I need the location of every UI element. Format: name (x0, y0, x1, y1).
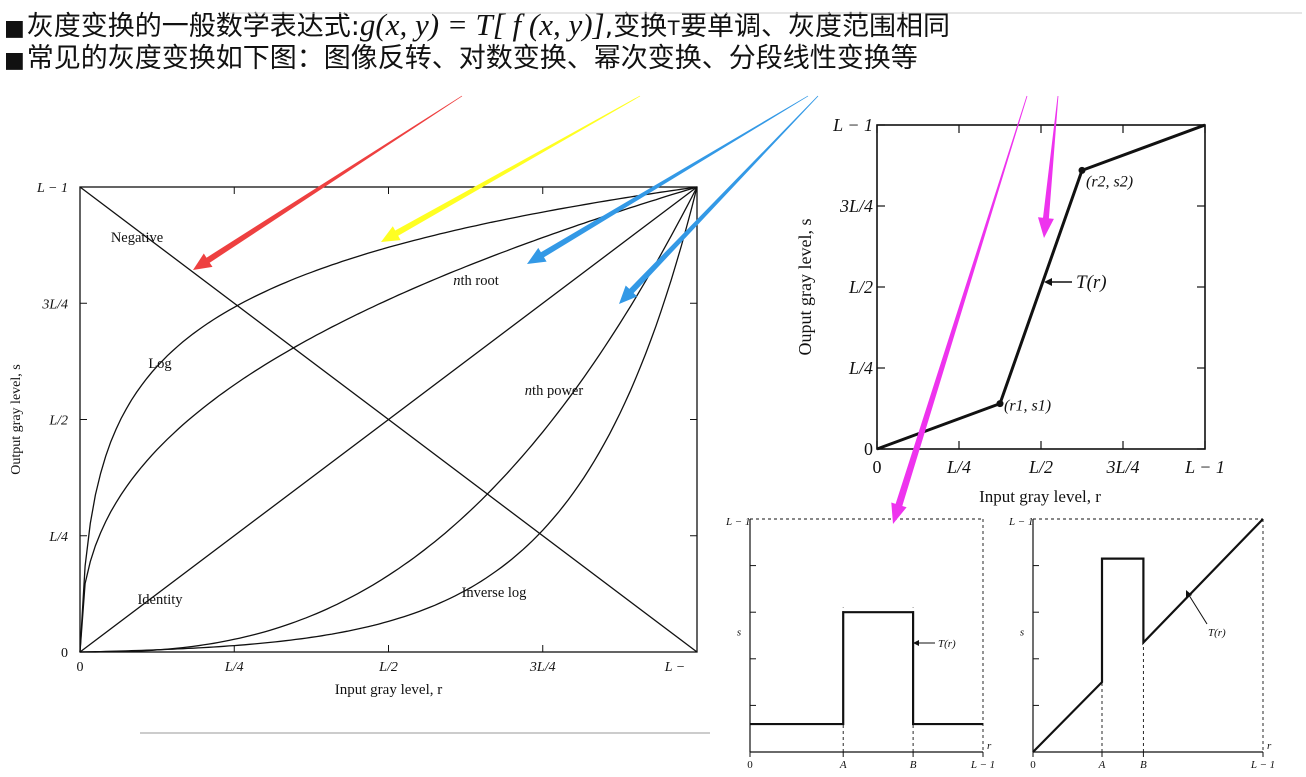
series-line-nth-power (80, 186, 698, 653)
x-axis-label: r (987, 740, 992, 752)
x-tick-label: L − 1 (1250, 759, 1275, 771)
chart-gray-slice-1: 0 A B L − 1 L − 1 s r T(r) (725, 516, 995, 771)
chart-gray-slice-2: 0 A B L − 1 L − 1 s r T(r) (1008, 516, 1275, 771)
series-label: nth root (453, 273, 499, 289)
tr-pointer-line (1186, 591, 1208, 625)
x-tick-label: L/4 (946, 457, 971, 477)
y-axis-label: Output gray level, s (9, 364, 24, 474)
series-line-inverse-log (79, 186, 698, 653)
annotation-r2-s2: (r2, s2) (1086, 173, 1133, 190)
bullet-square: ■ (4, 16, 25, 41)
point-r1-s1 (996, 400, 1004, 408)
x-tick-label: 0 (1030, 759, 1036, 771)
x-tick-label: 0 (873, 457, 882, 477)
series-label: Negative (111, 230, 163, 246)
x-tick-label: 3L/4 (529, 660, 556, 675)
x-tick-label: B (1140, 759, 1147, 771)
series-label: Log (148, 356, 171, 372)
x-tick-label: L − 1 (970, 759, 995, 771)
series-line-identity (79, 186, 698, 653)
header-line-1: ■灰度变换的一般数学表达式:g(x, y) = T[ f (x, y)],变换T… (4, 8, 950, 46)
x-tick-label: L/2 (1028, 457, 1053, 477)
y-axis-label: Ouput gray level, s (795, 219, 815, 356)
y-axis-label: s (1020, 627, 1024, 639)
x-tick-label: B (910, 759, 917, 771)
x-axis-label: Input gray level, r (335, 682, 442, 698)
tr-pointer-head (1186, 590, 1192, 598)
y-tick-label: L/4 (48, 530, 68, 545)
line2-text: 常见的灰度变换如下图：图像反转、对数变换、幂次变换、分段线性变换等 (26, 43, 918, 74)
x-tick-label: A (1098, 759, 1106, 771)
series-line-t-r (750, 611, 983, 726)
tr-pointer-head (1044, 278, 1052, 286)
line1-sep: , (604, 11, 614, 42)
y-tick-label: L − 1 (725, 516, 750, 528)
annotation-r1-s1: (r1, s1) (1004, 398, 1051, 415)
series-line-nth-root (79, 186, 698, 653)
series-line-t-r (876, 123, 1206, 451)
header-line-2: ■常见的灰度变换如下图：图像反转、对数变换、幂次变换、分段线性变换等 (4, 42, 918, 78)
arrow-yellow-log (381, 95, 641, 242)
x-tick-label: L − (664, 660, 685, 675)
chart-left-transforms: 0 L/4 L/2 3L/4 L − 0 L/4 L/2 3L/4 L − 1 Input gray… (9, 181, 698, 698)
line1-suffix: 要单调、灰度范围相同 (680, 11, 951, 42)
annotation-arrows (193, 95, 1059, 525)
x-tick-label: L/2 (378, 660, 398, 675)
tr-label: T(r) (1076, 272, 1107, 293)
x-tick-label: L/4 (224, 660, 244, 675)
tr-label: T(r) (1208, 627, 1226, 639)
x-tick-label: A (839, 759, 847, 771)
arrow-magenta-right (1038, 96, 1059, 238)
series-line-t-r (1032, 518, 1264, 753)
y-tick-label: L − 1 (1008, 516, 1033, 528)
point-r2-s2 (1078, 166, 1086, 174)
x-tick-label: L − 1 (1184, 457, 1225, 477)
tr-pointer-head (913, 640, 919, 646)
arrow-blue-nth-root (527, 95, 809, 264)
series-label: Identity (137, 592, 183, 608)
y-tick-label: 3L/4 (41, 297, 68, 312)
y-tick-label: 3L/4 (839, 196, 873, 216)
y-tick-label: L − 1 (832, 115, 873, 135)
line1-prefix: 灰度变换的一般数学表达式: (26, 11, 360, 42)
series-label: nth power (525, 383, 584, 399)
line1-t: T (667, 17, 681, 40)
line1-mid: 变换 (613, 11, 668, 42)
arrow-magenta-bottom (891, 95, 1028, 525)
chart-right-contrast-stretch: 0 L/4 L/2 3L/4 L − 1 0 L/4 L/2 3L/4 L − 1 Input gr… (795, 115, 1225, 506)
x-axis-label: r (1267, 740, 1272, 752)
y-tick-label: L/2 (848, 277, 873, 297)
bullet-square: ■ (4, 48, 25, 73)
x-axis-label: Input gray level, r (979, 487, 1101, 506)
y-tick-label: 0 (61, 646, 68, 661)
y-tick-label: L − 1 (36, 181, 68, 196)
series-label: Inverse log (462, 585, 527, 601)
arrow-red-negative (193, 95, 463, 270)
series-line-log (79, 186, 698, 653)
y-axis-label: s (737, 627, 741, 639)
arrow-blue-nth-power (619, 95, 819, 304)
y-tick-label: 0 (864, 439, 873, 459)
y-tick-label: L/4 (848, 358, 873, 378)
y-tick-label: L/2 (48, 414, 68, 429)
x-tick-label: 0 (77, 660, 84, 675)
x-tick-label: 3L/4 (1105, 457, 1139, 477)
tr-label: T(r) (938, 638, 956, 650)
x-tick-label: 0 (747, 759, 753, 771)
